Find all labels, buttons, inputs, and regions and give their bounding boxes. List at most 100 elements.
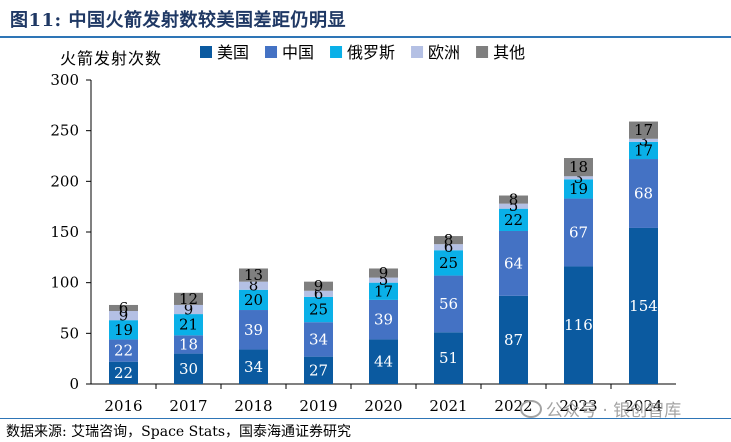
bar-segment xyxy=(109,361,138,384)
data-label: 30 xyxy=(179,360,198,378)
bar-segment xyxy=(434,236,463,245)
bar-segment xyxy=(369,277,398,283)
bar-segment xyxy=(434,275,463,333)
data-label: 20 xyxy=(244,291,263,309)
legend-label: 中国 xyxy=(282,43,314,62)
data-label: 25 xyxy=(439,254,458,272)
bar-segment xyxy=(109,320,138,340)
bar-segment xyxy=(239,281,268,290)
data-label: 51 xyxy=(439,349,458,367)
bar-segment xyxy=(109,311,138,321)
data-label: 8 xyxy=(509,191,519,209)
bar-segment xyxy=(499,195,528,204)
bar-segment xyxy=(564,158,593,177)
data-label: 27 xyxy=(309,361,328,379)
x-tick-label: 2019 xyxy=(299,397,337,415)
y-axis-title: 火箭发射次数 xyxy=(60,49,162,68)
data-label: 18 xyxy=(179,335,198,353)
data-label: 8 xyxy=(249,277,259,295)
y-tick-label: 0 xyxy=(69,375,79,393)
bar-segment xyxy=(629,121,658,139)
data-label: 22 xyxy=(114,364,133,382)
data-label: 6 xyxy=(444,238,454,256)
chart-bars: 2222199630182191234392081327342569443917… xyxy=(109,121,658,384)
bar-segment xyxy=(174,335,203,354)
legend-label: 欧洲 xyxy=(428,43,460,62)
y-tick-label: 50 xyxy=(60,324,79,342)
bar-segment xyxy=(304,281,333,291)
bar-segment xyxy=(499,203,528,209)
bar-segment xyxy=(369,268,398,278)
footer-divider xyxy=(0,418,731,419)
bar-segment xyxy=(369,282,398,300)
bar-segment xyxy=(109,304,138,312)
x-tick-label: 2021 xyxy=(429,397,467,415)
bar-segment xyxy=(629,159,658,228)
bar-segment xyxy=(304,322,333,357)
bar-segment xyxy=(564,176,593,180)
bar-segment xyxy=(499,230,528,296)
figure-title: 图11: 中国火箭发射数较美国差距仍明显 xyxy=(10,10,346,31)
data-label: 21 xyxy=(179,316,198,334)
data-label: 39 xyxy=(244,321,263,339)
data-label: 9 xyxy=(184,301,194,319)
data-label: 6 xyxy=(119,299,129,317)
legend-swatch xyxy=(411,46,424,58)
bar-segment xyxy=(369,339,398,384)
bar-segment xyxy=(564,179,593,199)
x-tick-label: 2020 xyxy=(364,397,402,415)
data-label: 8 xyxy=(444,231,454,249)
bar-segment xyxy=(434,250,463,276)
data-label: 64 xyxy=(504,254,523,272)
bar-segment xyxy=(499,208,528,231)
bar-segment xyxy=(629,227,658,384)
bar-segment xyxy=(239,268,268,282)
bar-segment xyxy=(369,299,398,340)
y-tick-label: 200 xyxy=(50,172,79,190)
data-label: 9 xyxy=(314,277,324,295)
bar-segment xyxy=(174,304,203,315)
bar-segment xyxy=(109,339,138,362)
data-label: 22 xyxy=(114,342,133,360)
bar-segment xyxy=(434,244,463,251)
chart-legend: 美国 中国 俄罗斯 欧洲 其他 xyxy=(200,43,525,62)
data-label: 68 xyxy=(634,184,653,202)
data-label: 19 xyxy=(114,321,133,339)
data-label: 9 xyxy=(119,307,129,325)
bar-segment xyxy=(304,296,333,323)
y-tick-label: 300 xyxy=(50,71,79,89)
data-label: 9 xyxy=(379,264,389,282)
bar-segment xyxy=(629,141,658,160)
data-label: 3 xyxy=(639,131,649,149)
data-label: 67 xyxy=(569,224,588,242)
data-label: 56 xyxy=(439,295,458,313)
bar-segment xyxy=(174,314,203,336)
bar-segment xyxy=(499,295,528,384)
x-tick-label: 2023 xyxy=(559,397,597,415)
data-label: 44 xyxy=(374,353,393,371)
data-label: 5 xyxy=(379,271,389,289)
x-tick-label: 2024 xyxy=(624,397,662,415)
wechat-icon xyxy=(520,400,542,418)
x-tick-label: 2018 xyxy=(234,397,272,415)
legend-swatch xyxy=(265,46,278,58)
data-label: 17 xyxy=(374,282,393,300)
legend-label: 俄罗斯 xyxy=(347,43,395,62)
watermark: 公众号 · 银创智库 xyxy=(520,396,681,421)
bar-segment xyxy=(174,292,203,305)
data-label: 25 xyxy=(309,301,328,319)
data-label: 17 xyxy=(634,141,653,159)
bar-segment xyxy=(629,138,658,142)
data-label: 22 xyxy=(504,211,523,229)
data-label: 39 xyxy=(374,311,393,329)
bar-segment xyxy=(304,290,333,297)
y-tick-label: 150 xyxy=(50,223,79,241)
data-label: 154 xyxy=(629,297,658,315)
data-label: 34 xyxy=(309,330,328,348)
bar-segment xyxy=(564,266,593,384)
data-label: 18 xyxy=(569,158,588,176)
y-tick-label: 100 xyxy=(50,274,79,292)
figure-header: 图11: 中国火箭发射数较美国差距仍明显 xyxy=(0,0,731,38)
data-label: 12 xyxy=(179,290,198,308)
